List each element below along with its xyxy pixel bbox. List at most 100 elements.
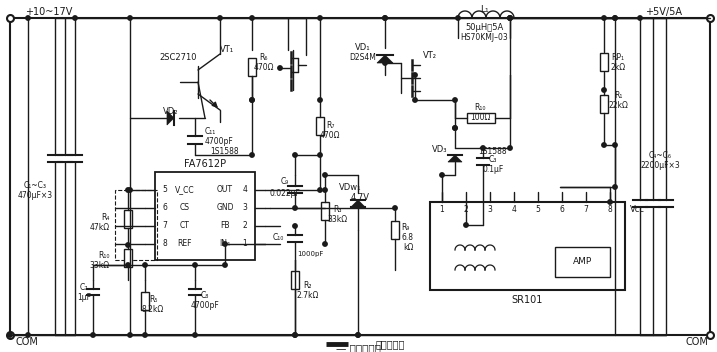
- Text: C₄~C₆: C₄~C₆: [648, 151, 672, 159]
- Circle shape: [318, 98, 322, 102]
- Circle shape: [613, 16, 617, 20]
- Text: 7: 7: [584, 206, 589, 214]
- Text: +5V/5A: +5V/5A: [645, 7, 682, 17]
- Bar: [600, 95, 608, 113]
- Circle shape: [193, 333, 197, 337]
- Circle shape: [318, 153, 322, 157]
- Circle shape: [250, 98, 255, 102]
- Circle shape: [323, 242, 327, 246]
- Circle shape: [323, 173, 327, 177]
- Circle shape: [128, 16, 132, 20]
- Bar: [248, 58, 256, 76]
- Text: 5: 5: [536, 206, 541, 214]
- Text: 33kΩ: 33kΩ: [90, 260, 110, 270]
- Text: CT: CT: [180, 221, 190, 231]
- Text: 470μF×3: 470μF×3: [17, 190, 52, 200]
- Bar: [115, 190, 157, 260]
- Circle shape: [293, 224, 298, 228]
- Circle shape: [26, 333, 30, 337]
- Text: 22kΩ: 22kΩ: [608, 101, 628, 111]
- Text: 2SC2710: 2SC2710: [159, 54, 196, 63]
- Text: 2.7kΩ: 2.7kΩ: [297, 290, 319, 300]
- Text: FA7612P: FA7612P: [184, 159, 226, 169]
- Text: 1: 1: [440, 206, 445, 214]
- Text: VT₂: VT₂: [423, 50, 437, 59]
- Text: VD₂: VD₂: [163, 107, 179, 117]
- Text: 6: 6: [559, 206, 564, 214]
- Text: L₁: L₁: [480, 6, 488, 14]
- Text: 4: 4: [242, 186, 247, 195]
- Text: 1S1588: 1S1588: [479, 147, 508, 157]
- Text: C₉: C₉: [281, 177, 289, 187]
- Text: 4.7V: 4.7V: [351, 194, 369, 202]
- Circle shape: [128, 188, 132, 192]
- Circle shape: [440, 173, 445, 177]
- Circle shape: [456, 16, 460, 20]
- Circle shape: [508, 16, 512, 20]
- Text: kΩ: kΩ: [403, 243, 413, 251]
- Text: 8.2kΩ: 8.2kΩ: [142, 306, 164, 314]
- Text: VD₁: VD₁: [355, 44, 371, 52]
- Circle shape: [613, 16, 617, 20]
- Circle shape: [413, 98, 417, 102]
- Bar: [391, 221, 399, 239]
- Circle shape: [383, 16, 387, 20]
- Bar: [316, 117, 324, 135]
- Text: 2kΩ: 2kΩ: [610, 63, 625, 73]
- Text: FB: FB: [220, 221, 229, 231]
- Circle shape: [143, 263, 147, 267]
- Circle shape: [508, 16, 512, 20]
- Text: HS70KMJ–03: HS70KMJ–03: [460, 33, 508, 43]
- Polygon shape: [167, 111, 174, 125]
- Polygon shape: [377, 55, 393, 63]
- Text: 表示点接地: 表示点接地: [375, 339, 404, 349]
- Text: 100Ω: 100Ω: [470, 113, 490, 122]
- Text: 470Ω: 470Ω: [320, 131, 341, 139]
- Circle shape: [613, 143, 617, 147]
- Text: 1μF: 1μF: [77, 294, 91, 302]
- Text: C₇: C₇: [80, 283, 88, 293]
- Bar: [124, 210, 132, 228]
- Circle shape: [413, 73, 417, 77]
- Circle shape: [638, 16, 642, 20]
- Circle shape: [193, 263, 197, 267]
- Text: 1: 1: [242, 239, 247, 249]
- Text: Vᴄᴄ: Vᴄᴄ: [630, 206, 645, 214]
- Text: C₃: C₃: [489, 156, 497, 164]
- Bar: [555, 247, 610, 277]
- Text: C₁₁: C₁₁: [205, 127, 217, 137]
- Text: R₆: R₆: [260, 52, 268, 62]
- Text: R₁₀: R₁₀: [474, 103, 485, 113]
- Text: 33kΩ: 33kΩ: [327, 215, 347, 225]
- Circle shape: [91, 333, 95, 337]
- Text: 6.8: 6.8: [402, 233, 414, 243]
- Bar: [141, 292, 149, 310]
- Text: 2200μF×3: 2200μF×3: [640, 161, 680, 170]
- Circle shape: [602, 88, 606, 92]
- Text: R₁: R₁: [614, 92, 622, 101]
- Text: R₄: R₄: [102, 214, 110, 222]
- Text: 2: 2: [464, 206, 468, 214]
- Circle shape: [125, 188, 130, 192]
- Text: 1000pF: 1000pF: [297, 251, 323, 257]
- Text: IN₄: IN₄: [219, 239, 230, 249]
- Bar: [467, 113, 495, 123]
- Text: C₈: C₈: [201, 290, 209, 300]
- Text: R₂: R₂: [304, 281, 312, 289]
- Circle shape: [508, 16, 512, 20]
- Circle shape: [602, 16, 606, 20]
- Bar: [291, 271, 299, 289]
- Text: — 表示点接地: — 表示点接地: [336, 343, 381, 352]
- Text: SR101: SR101: [512, 295, 543, 305]
- Circle shape: [125, 263, 130, 267]
- Text: 50μH／5A: 50μH／5A: [465, 24, 503, 32]
- Circle shape: [393, 206, 397, 210]
- Text: 1S1588: 1S1588: [210, 147, 239, 157]
- Circle shape: [602, 143, 606, 147]
- Text: 0.1μF: 0.1μF: [483, 165, 503, 175]
- Polygon shape: [351, 200, 365, 207]
- Text: 6: 6: [163, 203, 168, 213]
- Circle shape: [293, 333, 298, 337]
- Circle shape: [223, 242, 227, 246]
- Circle shape: [293, 206, 298, 210]
